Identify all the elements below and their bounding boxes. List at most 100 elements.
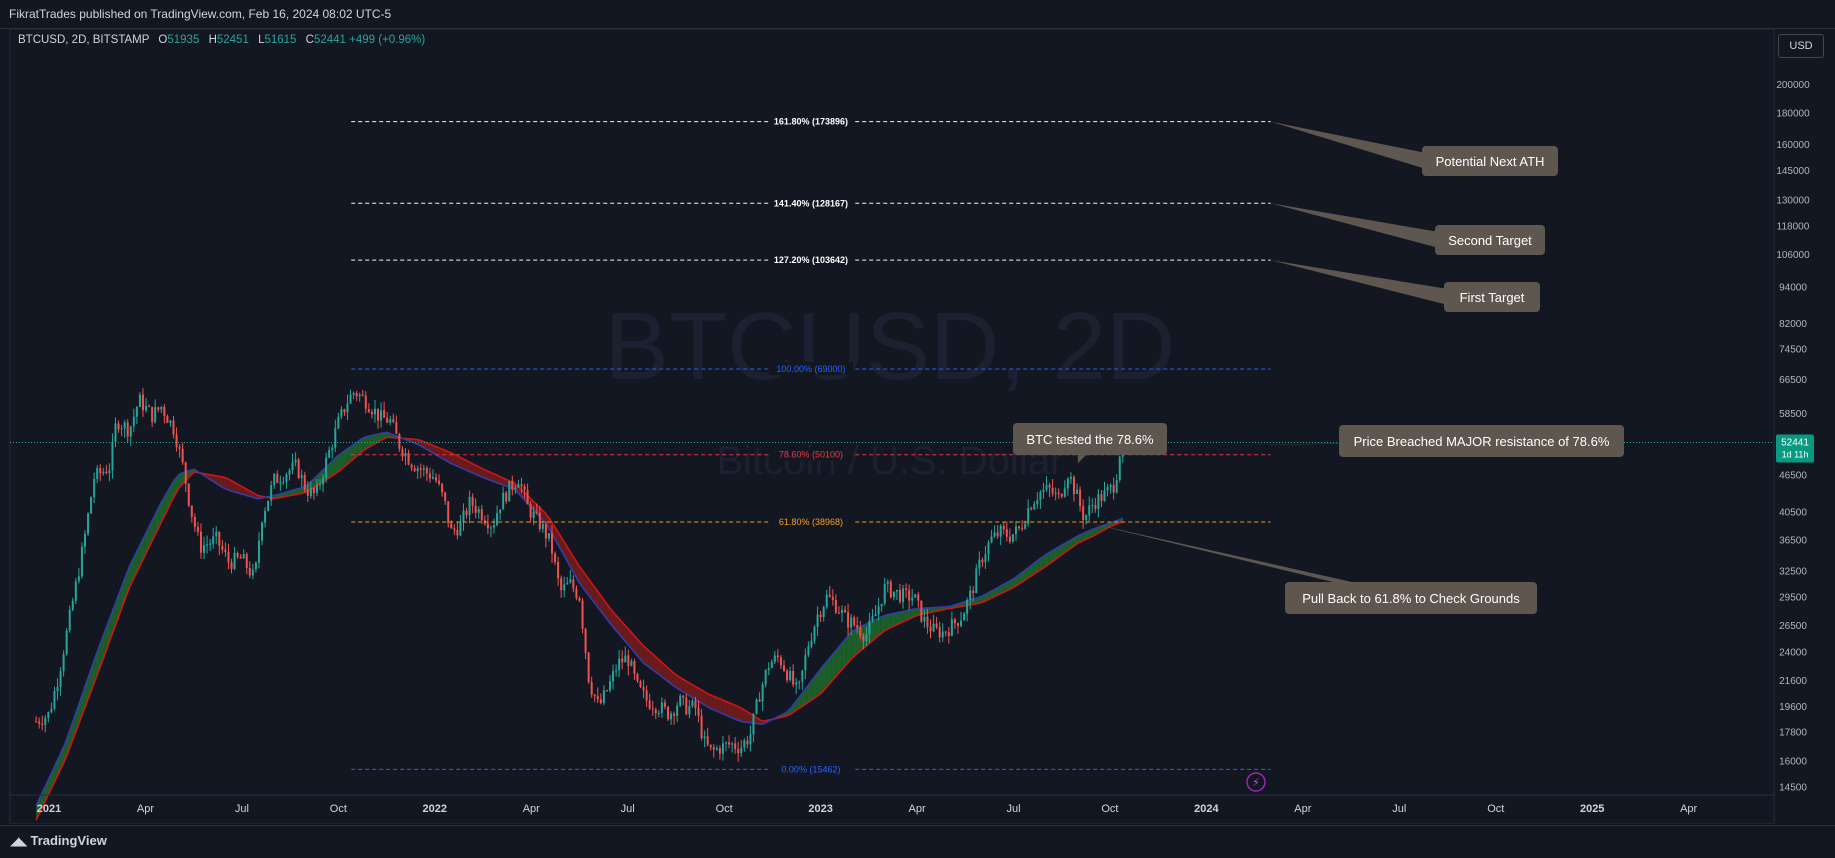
candle-body (847, 612, 850, 628)
candle-body (90, 497, 93, 514)
candle-body (819, 614, 822, 618)
ema-ribbon-segment (46, 774, 51, 800)
candle-body (447, 501, 450, 524)
candle-body (35, 721, 38, 723)
lightning-icon: ⚡ (1252, 777, 1260, 789)
currency-button[interactable]: USD (1778, 34, 1824, 58)
candle-body (398, 433, 401, 449)
candle-body (1115, 479, 1118, 493)
candle-body (960, 620, 963, 626)
callout: Pull Back to 61.8% to Check Grounds (1084, 521, 1537, 614)
y-tick-label: 40500 (1779, 508, 1807, 519)
candle-body (239, 556, 242, 559)
candle-body (346, 403, 349, 413)
candle-body (435, 477, 438, 481)
candle-body (71, 600, 74, 610)
candle-body (908, 590, 911, 601)
callout-text: Price Breached MAJOR resistance of 78.6% (1354, 434, 1610, 449)
ema-ribbon-segment (688, 682, 694, 699)
candle-body (996, 532, 999, 537)
x-tick-label: 2025 (1580, 803, 1604, 815)
candle-body (352, 392, 355, 395)
candle-body (96, 468, 99, 479)
candle-body (450, 523, 453, 529)
candle-body (267, 500, 270, 511)
x-tick-label: Apr (908, 803, 925, 815)
candle-body (1027, 508, 1030, 524)
ema-ribbon-segment (831, 650, 837, 682)
ema-ribbon-segment (95, 643, 101, 680)
candle-body (651, 708, 654, 710)
candle-body (969, 590, 972, 601)
x-tick-label: Apr (523, 803, 540, 815)
candle-body (215, 531, 218, 537)
candle-body (1002, 525, 1005, 530)
candle-body (1106, 486, 1109, 491)
candle-body (151, 406, 154, 423)
ema-ribbon-segment (648, 650, 654, 671)
y-tick-label: 106000 (1776, 250, 1810, 261)
candle-body (795, 682, 798, 685)
candle-body (712, 747, 715, 750)
x-tick-label: Jul (621, 803, 635, 815)
ema-ribbon-segment (712, 695, 718, 712)
alert-bolt-icon (1246, 772, 1266, 792)
candle-body (685, 697, 688, 715)
tradingview-brand[interactable]: ◢◣ TradingView (10, 833, 107, 848)
candle-body (218, 531, 221, 547)
ema-ribbon-segment (554, 526, 560, 548)
price-chart[interactable]: BTCUSD, 2D Bitcoin / U.S. Dollar 0.00% (15… (0, 29, 1835, 824)
candle-body (496, 513, 499, 526)
candle-body (950, 619, 953, 636)
candle-body (709, 744, 712, 748)
ema-ribbon-segment (836, 644, 842, 677)
callout-text: Pull Back to 61.8% to Check Grounds (1302, 591, 1520, 606)
candle-body (569, 579, 572, 583)
y-tick-label: 200000 (1776, 80, 1810, 91)
candle-body (105, 471, 108, 474)
candle-body (831, 596, 834, 600)
candle-body (697, 708, 700, 716)
candle-body (1014, 526, 1017, 535)
ema-ribbon-segment (75, 699, 81, 733)
candle-body (389, 419, 392, 423)
candle-body (41, 723, 44, 725)
candle-body (694, 700, 697, 709)
ema-ribbon-segment (515, 483, 521, 496)
x-tick-label: Apr (1680, 803, 1697, 815)
candle-body (126, 422, 129, 437)
candle-body (282, 481, 285, 483)
candle-body (639, 680, 642, 687)
candle-body (670, 713, 673, 720)
candle-body (1072, 476, 1075, 495)
candle-body (212, 536, 215, 544)
candle-body (935, 623, 938, 628)
candle-body (1097, 494, 1100, 509)
candle-body (1085, 515, 1088, 520)
candle-body (407, 453, 410, 465)
candle-body (404, 453, 407, 457)
candle-body (248, 567, 251, 576)
chart-area[interactable]: BTCUSD, 2D Bitcoin / U.S. Dollar 0.00% (15… (0, 29, 1835, 824)
footer-bar: ◢◣ TradingView (0, 825, 1835, 858)
candle-body (801, 670, 804, 682)
candle-body (599, 699, 602, 704)
ema-ribbon-segment (85, 671, 91, 707)
candle-body (825, 594, 828, 608)
candle-body (123, 422, 126, 429)
watermark-symbol: BTCUSD, 2D (605, 293, 1176, 400)
candle-body (813, 626, 816, 641)
callout-pointer (1270, 121, 1426, 169)
candle-body (734, 743, 737, 749)
candle-body (868, 620, 871, 635)
candle-body (816, 614, 819, 627)
ema-ribbon-segment (446, 450, 452, 464)
ema-ribbon-segment (569, 550, 575, 575)
candle-body (364, 395, 367, 409)
candle-body (199, 531, 202, 553)
ema-ribbon-segment (125, 565, 130, 600)
low-value: 51615 (264, 34, 297, 46)
candle-body (877, 606, 880, 615)
y-tick-label: 24000 (1779, 648, 1807, 659)
candle-body (883, 583, 886, 604)
